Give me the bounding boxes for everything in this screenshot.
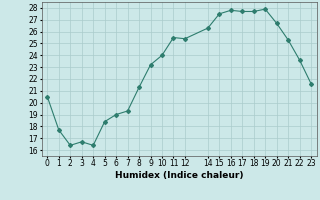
X-axis label: Humidex (Indice chaleur): Humidex (Indice chaleur) <box>115 171 244 180</box>
